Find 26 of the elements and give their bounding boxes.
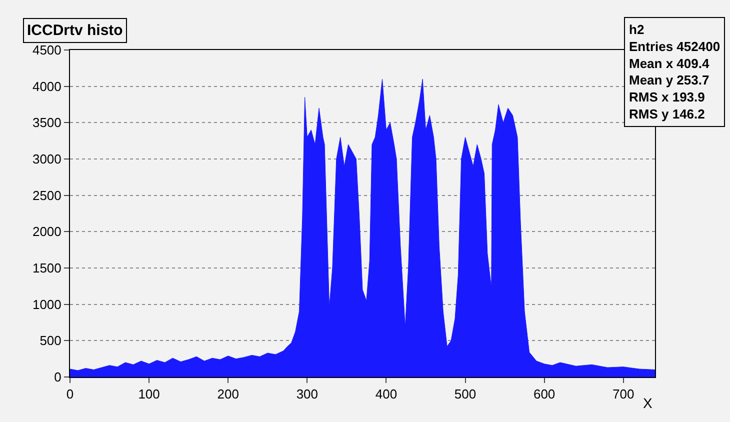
- annotation: Mean x 409.4: [629, 56, 710, 71]
- chart-title: ICCDrtv histo: [27, 22, 123, 39]
- annotation: Mean y 253.7: [629, 72, 710, 88]
- y-tick-label: 2500: [32, 188, 62, 203]
- x-tick-label: 0: [66, 386, 74, 402]
- x-tick-label: 600: [533, 386, 556, 402]
- x-tick-label: 400: [375, 386, 398, 402]
- y-tick-label: 2000: [32, 224, 62, 240]
- y-tick-label: 1500: [32, 260, 62, 276]
- text: h2: [629, 22, 644, 37]
- x-tick-label: 200: [217, 386, 239, 402]
- y-tick-label: 4000: [32, 78, 62, 94]
- x-axis-title: X: [643, 395, 653, 411]
- x-tick-label: 500: [454, 386, 476, 402]
- annotation: Entries 452400: [629, 38, 720, 54]
- y-tick-label: 4500: [32, 42, 62, 58]
- y-tick-label: 3000: [32, 152, 62, 167]
- annotation: RMS x 193.9: [629, 90, 705, 105]
- y-tick-label: 3500: [32, 115, 62, 130]
- y-tick-label: 0: [54, 370, 62, 385]
- y-tick-label: 1000: [32, 296, 62, 312]
- x-tick-label: 300: [296, 386, 318, 402]
- x-tick-label: 700: [612, 386, 634, 402]
- annotation: RMS y 146.2: [629, 106, 705, 122]
- x-tick-label: 100: [138, 386, 160, 402]
- y-tick-label: 500: [40, 333, 62, 348]
